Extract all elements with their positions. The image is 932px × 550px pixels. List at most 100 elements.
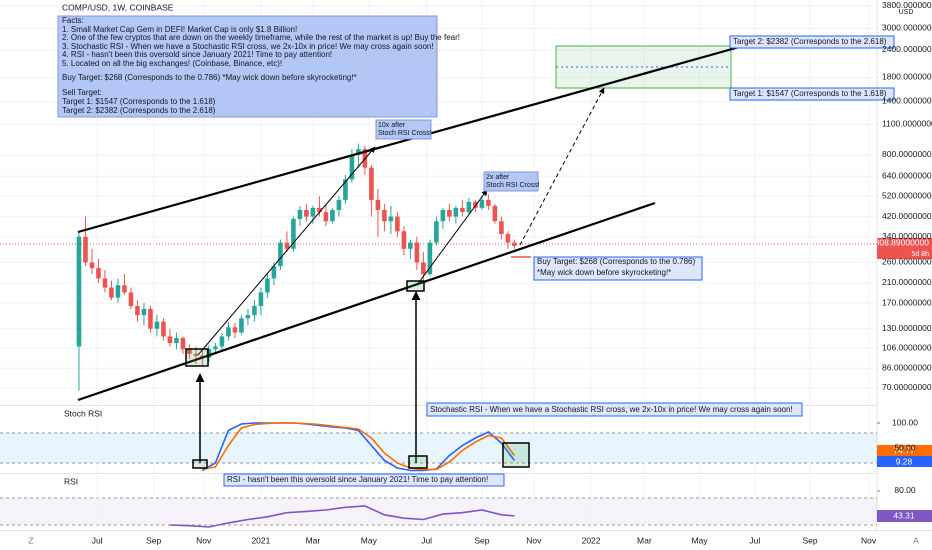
candle-body	[414, 242, 420, 263]
candle-body	[395, 216, 400, 232]
candle-body	[486, 199, 491, 206]
candle-body	[375, 199, 381, 210]
candle-body	[466, 201, 472, 213]
stoch-tag	[877, 445, 932, 456]
note: *May wick down before skyrocketing!*	[537, 268, 671, 277]
value-label: 9.28	[896, 456, 913, 466]
note: Target 2: $2382 (Corresponds to the 2.61…	[733, 37, 887, 46]
x-tick-label: Jul	[421, 535, 432, 545]
facts-line: 5. Located on all the big exchanges! (Co…	[62, 59, 282, 68]
candle-body	[388, 216, 394, 222]
icon[interactable]: Z	[28, 535, 33, 545]
candle-body	[284, 242, 290, 249]
x-tick-label: Sep	[803, 535, 818, 545]
candle-body	[427, 242, 433, 275]
candle-body	[167, 336, 173, 344]
candle-body	[479, 199, 485, 208]
note: Buy Target: $268 (Corresponds to the 0.7…	[537, 257, 696, 266]
candle-body	[317, 207, 322, 213]
candle-body	[206, 349, 212, 358]
x-tick-label: Mar	[637, 535, 652, 545]
candle-body	[219, 336, 225, 347]
currency: USD	[899, 9, 914, 16]
note-box	[729, 35, 895, 49]
icon[interactable]: A	[913, 535, 919, 545]
arrow	[197, 146, 376, 356]
candle-body	[401, 231, 407, 249]
candle-body	[382, 209, 387, 222]
y-tick-label: 640.00000000	[882, 171, 932, 181]
candle-body	[440, 209, 446, 222]
y-tick-label: 3800.00000000	[882, 0, 932, 10]
candle-body	[343, 179, 348, 200]
candle-body	[187, 349, 192, 354]
x-tick-label: Jul	[92, 535, 103, 545]
value-label: 74.77	[893, 445, 915, 455]
x-tick-label: May	[692, 535, 709, 545]
note-box	[223, 473, 505, 487]
candle-body	[291, 218, 296, 249]
facts-line: 3. Stochastic RSI - When we have a Stoch…	[62, 42, 434, 51]
candle-body	[122, 285, 127, 293]
facts-line: 2. One of the few cryptos that are down …	[62, 33, 460, 42]
candle-body	[278, 242, 283, 267]
x-tick-label: Sep	[146, 535, 161, 545]
value-label: 43.31	[893, 510, 915, 520]
x-tick-label: Mar	[306, 535, 321, 545]
facts-line: Buy Target: $268 (Corresponds to the 0.7…	[62, 73, 357, 82]
y-tick-label: 2400.00000000	[882, 44, 932, 54]
y-tick-label: 260.00000000	[882, 257, 932, 267]
candle-body	[96, 268, 101, 279]
x-tick-label: Nov	[196, 535, 212, 545]
candle-body	[258, 292, 264, 306]
note-box	[533, 256, 703, 281]
candle-body	[89, 262, 95, 269]
facts-line: 4. RSI - hasn't been this oversold since…	[62, 50, 332, 59]
candle-body	[473, 201, 478, 208]
candle-body	[453, 207, 459, 217]
candle-body	[349, 154, 355, 180]
candle-body	[447, 209, 452, 217]
indicator-line	[202, 422, 516, 472]
candle-body	[271, 266, 277, 279]
note-box	[729, 87, 895, 101]
candle-body	[492, 205, 498, 222]
x-tick-label: May	[361, 535, 378, 545]
x-tick-label: 2021	[251, 535, 270, 545]
facts-line: Target 2: $2382 (Corresponds to the 2.61…	[62, 106, 216, 115]
note: RSI - hasn't been this oversold since Ja…	[227, 475, 488, 484]
y-tick-label: 340.00000000	[882, 231, 932, 241]
pane-title: RSI	[64, 476, 78, 486]
y-tick-label: 1800.00000000	[882, 72, 932, 82]
note: 2x after	[486, 174, 510, 181]
candle-body	[76, 236, 82, 347]
candle-body	[161, 321, 166, 337]
arrow	[519, 87, 605, 246]
candle-body	[232, 327, 238, 333]
candle-body	[505, 234, 511, 243]
note-box	[426, 402, 803, 417]
candle-body	[193, 353, 199, 356]
x-tick-label: Nov	[526, 535, 542, 545]
candle-body	[330, 209, 335, 222]
candle-body	[141, 308, 147, 316]
candle-body	[336, 199, 342, 210]
candle-body	[154, 321, 160, 329]
candle-body	[102, 278, 108, 288]
candle-body	[226, 327, 231, 337]
pane-title: Stoch RSI	[64, 408, 102, 418]
candle-body	[421, 262, 426, 275]
stoch-tag	[877, 456, 932, 467]
note-box	[375, 119, 432, 140]
candle-body	[135, 305, 140, 316]
candle-body	[213, 346, 218, 350]
candle-body	[297, 209, 303, 219]
indicator-line	[202, 422, 516, 471]
x-tick-label: Jul	[749, 535, 760, 545]
y-tick-label: 86.00000000	[882, 363, 932, 373]
trend-bottom	[77, 201, 656, 402]
candle-body	[356, 149, 361, 155]
candle-body	[460, 207, 465, 213]
candle-body	[265, 278, 270, 293]
